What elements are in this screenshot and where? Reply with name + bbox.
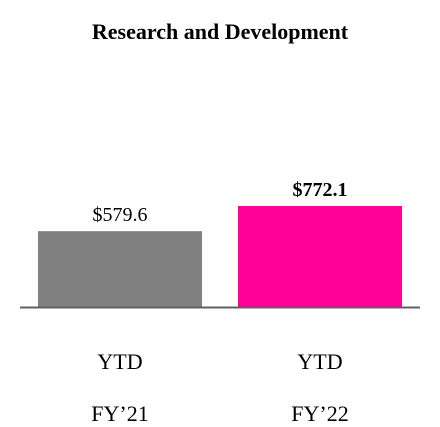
chart-title: Research and Development <box>91 19 349 44</box>
value-label-1: $772.1 <box>293 179 348 201</box>
category-label-fy21-line2: FY’21 <box>91 401 149 426</box>
category-label-fy22-line1: YTD <box>297 349 343 374</box>
bar-1 <box>238 206 402 307</box>
category-label-fy21: YTD FY’21 <box>38 323 202 427</box>
category-label-fy22-line2: FY’22 <box>291 401 349 426</box>
value-label-0: $579.6 <box>93 204 148 226</box>
category-label-fy22: YTD FY’22 <box>238 323 402 427</box>
category-label-fy21-line1: YTD <box>97 349 143 374</box>
bar-chart: $579.6 $772.1 <box>20 179 420 309</box>
bar-0 <box>38 231 202 307</box>
